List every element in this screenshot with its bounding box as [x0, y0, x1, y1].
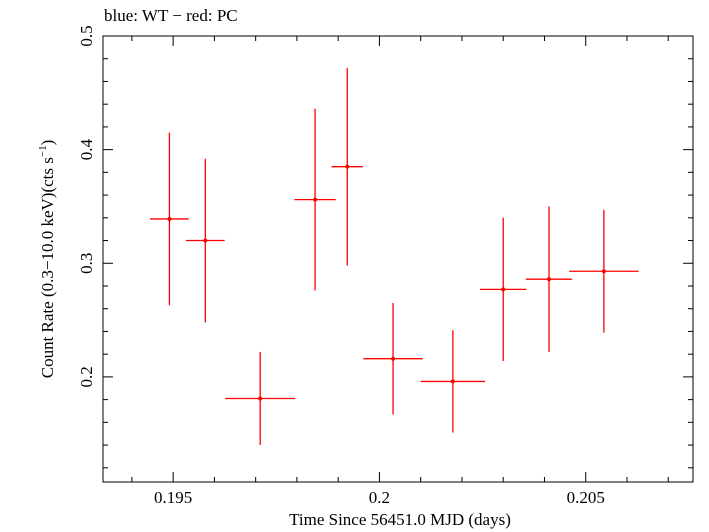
data-marker	[203, 238, 208, 243]
x-tick-label: 0.195	[154, 488, 192, 507]
data-marker	[450, 379, 455, 384]
data-point	[363, 303, 423, 415]
data-point	[331, 67, 363, 266]
y-axis-label-superscript: −1	[37, 145, 49, 157]
plot-frame	[102, 35, 694, 483]
data-layer	[150, 67, 639, 446]
axes-layer: 0.195 0.2 0.205 0.2 0.3 0.4 0.5	[77, 25, 693, 507]
data-point	[420, 330, 486, 433]
data-point	[480, 217, 527, 361]
data-marker	[391, 356, 396, 361]
y-tick-label: 0.2	[77, 366, 96, 387]
data-point	[150, 132, 189, 306]
data-point	[225, 351, 296, 446]
y-axis-label: Count Rate (0.3−10.0 keV)(cts s−1)	[37, 140, 57, 379]
data-point	[185, 158, 225, 323]
x-axis-label: Time Since 56451.0 MJD (days)	[289, 510, 511, 529]
y-axis-label-end: )	[38, 140, 57, 146]
x-tick-label: 0.205	[567, 488, 605, 507]
data-point	[569, 209, 639, 333]
data-marker	[547, 277, 552, 282]
data-marker	[258, 396, 263, 401]
y-tick-label: 0.3	[77, 253, 96, 274]
data-marker	[167, 216, 172, 221]
data-marker	[501, 287, 506, 292]
data-marker	[313, 197, 318, 202]
data-marker	[601, 269, 606, 274]
chart-title: blue: WT − red: PC	[104, 6, 238, 25]
data-point	[294, 108, 336, 291]
y-tick-label: 0.4	[77, 139, 96, 161]
y-tick-label: 0.5	[77, 25, 96, 46]
y-axis-label-main: Count Rate (0.3−10.0 keV)(cts s	[38, 157, 57, 378]
data-point	[525, 206, 573, 352]
data-marker	[345, 164, 350, 169]
x-tick-label: 0.2	[369, 488, 390, 507]
